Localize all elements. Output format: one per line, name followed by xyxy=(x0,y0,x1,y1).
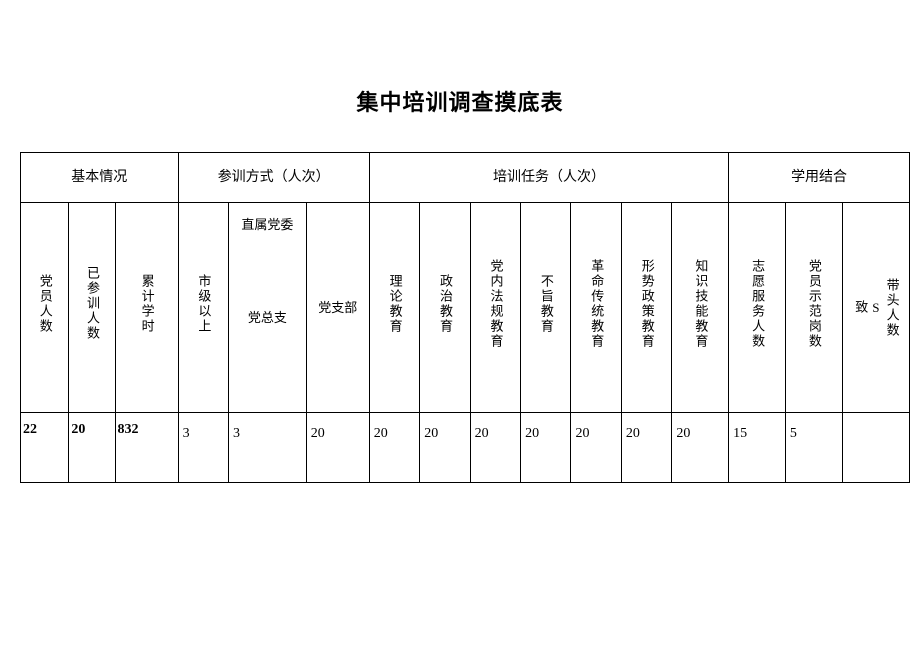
val-law: 20 xyxy=(470,413,520,483)
val-city-above: 3 xyxy=(178,413,228,483)
group-basic: 基本情况 xyxy=(21,153,179,203)
col-revolution-edu: 革命传统教育 xyxy=(571,203,621,413)
col-total-hours: 累计学时 xyxy=(115,203,178,413)
val-purpose: 20 xyxy=(521,413,571,483)
col-law-edu: 党内法规教育 xyxy=(470,203,520,413)
val-volunteer: 15 xyxy=(729,413,786,483)
group-method: 参训方式（人次） xyxy=(178,153,369,203)
col-trained-count: 已参训人数 xyxy=(69,203,115,413)
col-model-post-count: 党员示范岗数 xyxy=(785,203,842,413)
val-model-post: 5 xyxy=(785,413,842,483)
group-task: 培训任务（人次） xyxy=(369,153,728,203)
sub-header-row: 党员人数 已参训人数 累计学时 市级以上 直属党委 党总支 党支部 理论教育 政… xyxy=(21,203,910,413)
col-volunteer-count: 志愿服务人数 xyxy=(729,203,786,413)
col-general-branch: 党总支 xyxy=(248,306,287,329)
col-purpose-edu: 不旨教育 xyxy=(521,203,571,413)
val-total-hours: 832 xyxy=(115,413,178,483)
col-skill-edu: 知识技能教育 xyxy=(672,203,729,413)
val-leader xyxy=(842,413,909,483)
col-leader-count: 致 S 带头人数 xyxy=(842,203,909,413)
survey-table: 基本情况 参训方式（人次） 培训任务（人次） 学用结合 党员人数 已参训人数 累… xyxy=(20,152,910,483)
val-politics: 20 xyxy=(420,413,470,483)
val-revolution: 20 xyxy=(571,413,621,483)
group-apply: 学用结合 xyxy=(729,153,910,203)
col-politics-edu: 政治教育 xyxy=(420,203,470,413)
col-branch: 党支部 xyxy=(306,203,369,413)
group-header-row: 基本情况 参训方式（人次） 培训任务（人次） 学用结合 xyxy=(21,153,910,203)
val-skill: 20 xyxy=(672,413,729,483)
val-general-branch: 3 xyxy=(229,413,307,483)
page-title: 集中培训调查摸底表 xyxy=(0,85,920,117)
col-theory-edu: 理论教育 xyxy=(369,203,419,413)
col-committee-stack: 直属党委 党总支 xyxy=(229,203,307,413)
col-member-count: 党员人数 xyxy=(21,203,69,413)
table-container: 基本情况 参训方式（人次） 培训任务（人次） 学用结合 党员人数 已参训人数 累… xyxy=(20,152,910,483)
col-city-above: 市级以上 xyxy=(178,203,228,413)
val-member-count: 22 xyxy=(21,413,69,483)
val-situation: 20 xyxy=(621,413,671,483)
data-row: 22 20 832 3 3 20 20 20 20 20 20 20 20 15… xyxy=(21,413,910,483)
val-branch: 20 xyxy=(306,413,369,483)
col-situation-edu: 形势政策教育 xyxy=(621,203,671,413)
val-theory: 20 xyxy=(369,413,419,483)
col-direct-committee: 直属党委 xyxy=(241,215,293,236)
val-trained-count: 20 xyxy=(69,413,115,483)
